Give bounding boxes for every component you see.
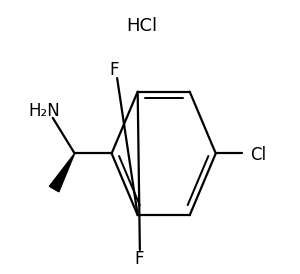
Text: Cl: Cl — [250, 146, 266, 164]
Text: HCl: HCl — [126, 17, 157, 35]
Text: H₂N: H₂N — [28, 102, 60, 120]
Polygon shape — [50, 153, 75, 192]
Text: F: F — [134, 250, 144, 268]
Text: F: F — [110, 61, 119, 79]
